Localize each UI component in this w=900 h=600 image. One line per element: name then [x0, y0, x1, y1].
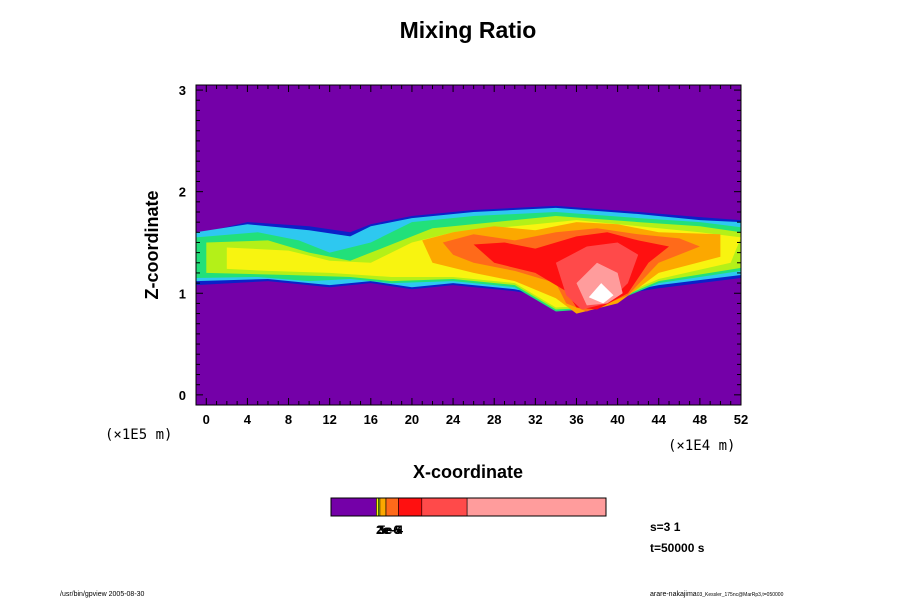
x-tick-label: 44: [652, 412, 667, 427]
x-tick-label: 16: [364, 412, 378, 427]
x-tick-label: 24: [446, 412, 461, 427]
colorbar-segment-6: [421, 497, 468, 517]
colorbar-label-0: 2e-6: [376, 523, 400, 537]
x-tick-label: 52: [734, 412, 748, 427]
contour-regions: [196, 205, 741, 314]
footer-right: arare-nakajima03_Kessler_175nc@MarRp3,t=…: [650, 591, 784, 598]
y-scale-label: (×1E5 m): [105, 427, 172, 443]
plot-frame: [195, 84, 742, 406]
colorbar-segment-7: [466, 497, 607, 517]
x-tick-label: 36: [569, 412, 583, 427]
footer-left: /usr/bin/gpview 2005-08-30: [60, 591, 145, 598]
colorbar-labels: 2e-63e-55e-4: [376, 523, 403, 537]
x-tick-label: 0: [203, 412, 210, 427]
x-tick-label: 20: [405, 412, 419, 427]
y-tick-label: 3: [179, 83, 186, 98]
x-axis-label: X-coordinate: [413, 462, 523, 482]
x-tick-label: 32: [528, 412, 542, 427]
x-tick-label: 48: [693, 412, 707, 427]
colorbar-frame: [330, 497, 607, 517]
x-tick-label: 40: [610, 412, 624, 427]
y-tick-label: 2: [179, 185, 186, 200]
footer-right-small: 03_Kessler_175nc@MarRp3,t=050000: [697, 592, 784, 598]
y-tick-label: 0: [179, 388, 186, 403]
footer-right-main: arare-nakajima: [650, 591, 697, 598]
info-time-label: t=50000 s: [650, 541, 705, 555]
y-tick-label: 1: [179, 286, 186, 301]
colorbar-label-1: 3e-5: [377, 523, 401, 537]
x-scale-label: (×1E4 m): [668, 438, 735, 454]
x-tick-label: 12: [322, 412, 336, 427]
colorbar-label-2: 5e-4: [379, 523, 403, 537]
x-tick-label: 8: [285, 412, 292, 427]
info-section-label: s=3 1: [650, 520, 681, 534]
chart-title: Mixing Ratio: [400, 17, 537, 43]
colorbar-segment-5: [398, 497, 423, 517]
colorbar-segment-4: [385, 497, 399, 517]
x-tick-label: 28: [487, 412, 501, 427]
colorbar-segment-0: [330, 497, 377, 517]
x-tick-label: 4: [244, 412, 252, 427]
colorbar-segment-3: [379, 497, 387, 517]
contour-region-10: [588, 283, 614, 304]
y-axis-label: Z-coordinate: [142, 190, 162, 299]
colorbar: [330, 497, 607, 517]
